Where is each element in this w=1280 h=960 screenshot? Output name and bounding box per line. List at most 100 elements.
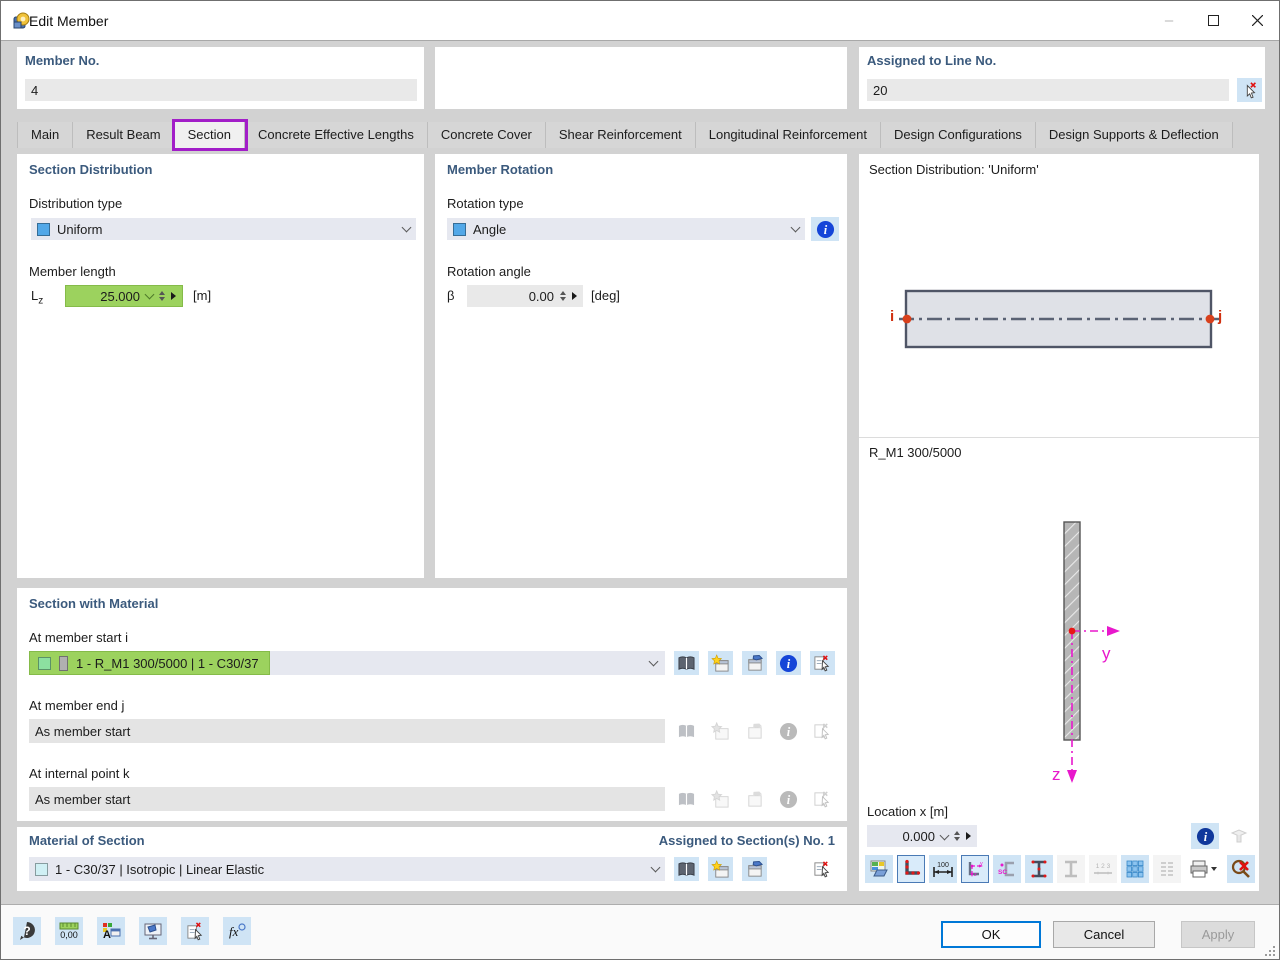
zoom-reset-button[interactable]: [1227, 855, 1255, 883]
tab-design-configurations[interactable]: Design Configurations: [881, 122, 1036, 148]
table-button[interactable]: [1153, 855, 1181, 883]
section-library-button[interactable]: [674, 651, 699, 675]
location-x-spinner[interactable]: [954, 831, 960, 841]
tab-main[interactable]: Main: [17, 122, 74, 148]
edit-section-button[interactable]: [742, 651, 767, 675]
tab-section[interactable]: Section: [171, 119, 249, 151]
new-section-button[interactable]: [708, 651, 733, 675]
section-parts-button[interactable]: [1057, 855, 1085, 883]
axes-button[interactable]: y z: [961, 855, 989, 883]
rotation-info-button[interactable]: i: [811, 217, 839, 241]
formula-button[interactable]: fx: [223, 917, 251, 945]
location-x-label: Location x [m]: [867, 804, 948, 819]
ok-button[interactable]: OK: [941, 921, 1041, 948]
section-shape-thumbnail: [59, 655, 68, 671]
grid-button[interactable]: [1121, 855, 1149, 883]
member-start-section-select[interactable]: 1 - R_M1 300/5000 | 1 - C30/37: [29, 651, 665, 675]
help-button[interactable]: ?: [13, 917, 41, 945]
tab-concrete-effective-lengths[interactable]: Concrete Effective Lengths: [244, 122, 428, 148]
tab-concrete-cover[interactable]: Concrete Cover: [427, 122, 546, 148]
edit-material-button[interactable]: [742, 857, 767, 881]
section-points-icon: [905, 859, 921, 875]
shear-center-button[interactable]: SC: [993, 855, 1021, 883]
tab-shear-reinforcement[interactable]: Shear Reinforcement: [545, 122, 696, 148]
render-view-button[interactable]: [865, 855, 893, 883]
view-3d-button[interactable]: [1225, 823, 1253, 849]
render-view-icon: [870, 860, 888, 877]
chevron-down-icon: [401, 222, 412, 232]
pick-section-button-disabled: [810, 719, 835, 743]
material-library-button[interactable]: [674, 857, 699, 881]
maximize-button[interactable]: [1191, 2, 1235, 40]
member-no-input[interactable]: 4: [25, 79, 417, 101]
info-icon: i: [816, 220, 834, 238]
pick-reset-button[interactable]: [181, 917, 209, 945]
dimensions-button[interactable]: 100: [929, 855, 957, 883]
tab-longitudinal-reinforcement[interactable]: Longitudinal Reinforcement: [695, 122, 882, 148]
app-icon: [11, 11, 31, 31]
rotation-angle-spinner[interactable]: [560, 291, 566, 301]
chevron-down-icon: [939, 830, 950, 840]
footer-toolbar: ? 0,00 A: [13, 917, 251, 945]
new-section-button-disabled: [708, 719, 733, 743]
member-length-unit: [m]: [193, 288, 212, 303]
expand-arrow-icon[interactable]: [171, 292, 176, 300]
rotation-type-value: Angle: [473, 221, 507, 237]
section-info-button[interactable]: i: [776, 651, 801, 675]
material-color-swatch: [35, 862, 48, 876]
new-material-button[interactable]: [708, 857, 733, 881]
member-end-section-input: As member start: [29, 719, 665, 743]
member-start-label: At member start i: [29, 630, 128, 645]
dimensions-icon: 100: [933, 862, 953, 877]
preview-panel: Section Distribution: 'Uniform' i j R_M1…: [859, 154, 1259, 891]
rotation-type-select[interactable]: Angle: [447, 218, 805, 240]
location-info-button[interactable]: i: [1191, 823, 1219, 849]
location-x-input[interactable]: 0.000: [867, 825, 977, 847]
svg-text:i: i: [787, 656, 791, 670]
distribution-type-select[interactable]: Uniform: [31, 218, 416, 240]
section-points-button[interactable]: [897, 855, 925, 883]
assigned-line-input[interactable]: 20: [867, 79, 1229, 101]
pick-line-button[interactable]: [1237, 78, 1262, 102]
tab-result-beam[interactable]: Result Beam: [73, 122, 175, 148]
expand-arrow-icon[interactable]: [572, 292, 577, 300]
pick-material-button[interactable]: [810, 857, 835, 881]
monitor-icon: [144, 923, 162, 940]
cancel-button[interactable]: Cancel: [1053, 921, 1155, 948]
section-info-button-disabled: i: [776, 719, 801, 743]
units-button[interactable]: 0,00: [55, 917, 83, 945]
edit-item-icon: [748, 860, 764, 877]
stress-points-button[interactable]: [1025, 855, 1053, 883]
distribution-type-label: Distribution type: [29, 196, 123, 211]
rotation-angle-input[interactable]: 0.00: [467, 285, 583, 307]
display-settings-button[interactable]: A: [97, 917, 125, 945]
member-start-row: 1 - R_M1 300/5000 | 1 - C30/37: [29, 651, 835, 675]
resize-grip[interactable]: [1265, 946, 1275, 956]
expand-arrow-icon[interactable]: [966, 832, 971, 840]
material-of-section-panel: Material of Section Assigned to Section(…: [17, 827, 847, 891]
chevron-down-icon: [790, 222, 801, 232]
printer-icon: [1190, 860, 1217, 878]
member-length-input[interactable]: 25.000: [65, 285, 183, 307]
internal-point-label: At internal point k: [29, 766, 130, 781]
numbering-button[interactable]: 1 2 3: [1089, 855, 1117, 883]
axes-icon: y z: [968, 861, 983, 878]
close-button[interactable]: [1235, 2, 1279, 40]
library-book-icon: [678, 655, 695, 670]
tab-design-supports-deflection[interactable]: Design Supports & Deflection: [1035, 122, 1233, 148]
minimize-button[interactable]: –: [1164, 12, 1174, 29]
assigned-line-box: Assigned to Line No. 20: [859, 47, 1265, 109]
rotation-type-label: Rotation type: [447, 196, 524, 211]
pick-section-button[interactable]: [810, 651, 835, 675]
pick-page-icon: [186, 921, 202, 940]
info-icon: i: [779, 654, 798, 672]
screen-display-button[interactable]: [139, 917, 167, 945]
new-section-button-disabled: [708, 787, 733, 811]
member-length-spinner[interactable]: [159, 291, 165, 301]
print-button[interactable]: [1185, 855, 1223, 883]
member-rotation-title: Member Rotation: [447, 162, 554, 177]
member-no-box: Member No. 4: [17, 47, 424, 109]
apply-button[interactable]: Apply: [1181, 921, 1255, 948]
material-select[interactable]: 1 - C30/37 | Isotropic | Linear Elastic: [29, 857, 665, 881]
library-book-icon: [678, 861, 695, 876]
